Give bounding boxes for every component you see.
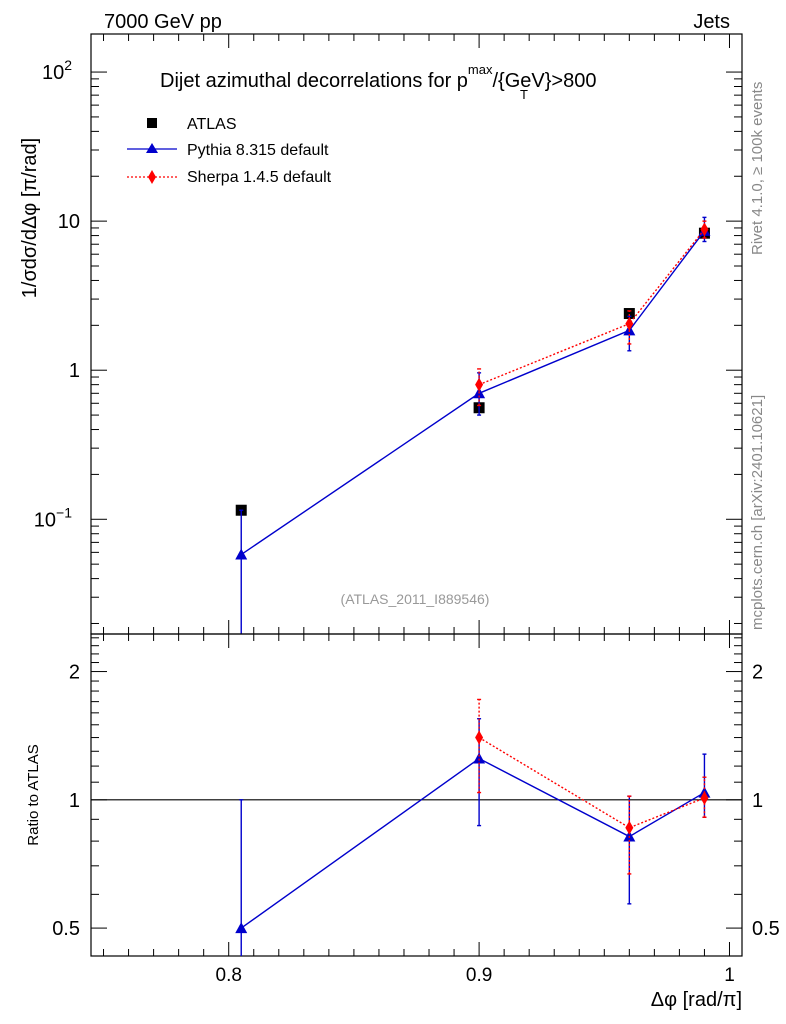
main-title-sup: max	[468, 62, 493, 77]
analysis-tag: (ATLAS_2011_I889546)	[341, 591, 490, 607]
y-tick-label: 0.5	[52, 918, 80, 940]
data-point	[473, 752, 486, 764]
legend-label-sherpa: Sherpa 1.4.5 default	[187, 169, 332, 186]
series-line	[240, 757, 705, 929]
ratio-plot-frame	[90, 633, 743, 957]
main-panel: 10−1 1 10 102 Dijet azimuthal decorrelation…	[19, 33, 743, 635]
main-title-suffix: /{GeV}>800	[492, 70, 596, 92]
y-tick-label: 10−1	[34, 504, 72, 531]
data-point	[623, 308, 635, 320]
y-tick-label: 2	[69, 662, 80, 684]
y-tick-label: 1	[69, 790, 80, 812]
series-layer	[235, 698, 711, 956]
data-point	[700, 222, 709, 237]
ratio-ticks: 0.8 0.9 1 0.5 0.5 1 1 2 2	[52, 634, 780, 986]
data-point	[700, 790, 709, 805]
data-point	[235, 548, 248, 560]
series-layer	[235, 216, 711, 634]
legend-marker-pythia	[146, 143, 158, 153]
y-tick-label-right: 1	[752, 790, 763, 812]
rivet-label: Rivet 4.1.0, ≥ 100k events	[749, 82, 766, 255]
y-tick-label: 10	[58, 211, 80, 233]
data-point	[235, 922, 248, 934]
ratio-xlabel: Δφ [rad/π]	[651, 989, 742, 1011]
data-point	[625, 316, 634, 331]
main-title-prefix: Dijet azimuthal decorrelations for p	[160, 70, 468, 92]
main-title-sub: T	[520, 87, 528, 102]
main-ylabel: 1/σdσ/dΔφ [π/rad]	[19, 138, 41, 298]
main-title: Dijet azimuthal decorrelations for pmax/…	[160, 62, 596, 92]
ratio-ylabel: Ratio to ATLAS	[25, 744, 42, 845]
series-line	[478, 736, 705, 829]
legend-label-atlas: ATLAS	[187, 116, 237, 133]
energy-label: 7000 GeV pp	[104, 11, 222, 33]
x-tick-label: 1	[724, 965, 735, 986]
y-tick-label-right: 0.5	[752, 918, 780, 940]
legend-label-pythia: Pythia 8.315 default	[187, 142, 329, 159]
ratio-content	[235, 698, 711, 956]
y-tick-label-right: 2	[752, 662, 763, 684]
ratio-panel: 0.8 0.9 1 0.5 0.5 1 1 2 2 Ratio to ATLAS Δφ [rad…	[25, 633, 780, 1011]
mcplots-label: mcplots.cern.ch [arXiv:2401.10621]	[749, 395, 766, 630]
series-line	[478, 228, 705, 386]
legend: ATLAS Pythia 8.315 default Sherpa 1.4.5 …	[127, 116, 332, 186]
y-tick-label: 102	[42, 57, 72, 84]
main-content	[235, 216, 711, 634]
series-line	[240, 230, 706, 556]
data-point	[625, 820, 634, 835]
x-tick-label: 0.8	[216, 965, 242, 986]
legend-marker-sherpa	[148, 170, 156, 184]
category-label: Jets	[693, 11, 730, 33]
x-tick-label: 0.9	[466, 965, 492, 986]
legend-marker-atlas	[147, 118, 157, 128]
data-point	[475, 730, 484, 745]
y-tick-label: 1	[69, 360, 80, 382]
data-point	[475, 377, 484, 392]
main-ticks: 10−1 1 10 102	[34, 34, 742, 634]
